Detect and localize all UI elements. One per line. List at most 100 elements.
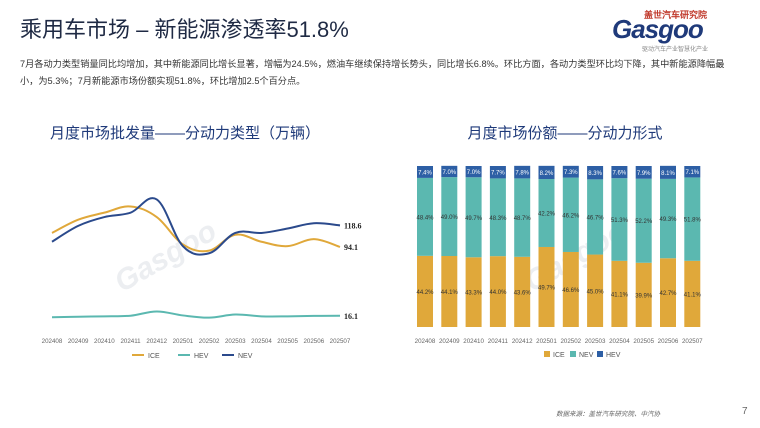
bar-segment-hev (514, 165, 531, 179)
right-chart-title: 月度市场份额——分动力形式 (467, 125, 663, 142)
data-label-ice: 49.7% (538, 285, 556, 291)
bar-segment-hev (635, 166, 652, 179)
summary-text: 7月各动力类型销量同比均增加，其中新能源同比增长显著，增幅为24.5%，燃油车继… (20, 59, 725, 86)
x-tick-label: 202504 (609, 338, 630, 345)
bar-segment-hev (562, 165, 579, 178)
data-label-nev: 49.3% (659, 217, 677, 223)
data-label-ice: 39.9% (635, 293, 653, 299)
bar-segment-nev (660, 178, 676, 259)
bar-segment-ice (611, 260, 628, 327)
bar-segment-hev (538, 165, 555, 180)
bar-segment-nev (441, 177, 458, 256)
bar-segment-ice (538, 246, 555, 327)
bar-segment-nev (514, 178, 531, 257)
data-label-nev: 51.8% (684, 218, 702, 224)
x-tick-label: 202505 (277, 338, 298, 345)
legend-swatch-ice (544, 351, 550, 357)
data-label-hev: 8.3% (588, 171, 602, 177)
x-tick-label: 202502 (560, 338, 581, 345)
bar-segment-ice (441, 255, 458, 327)
x-tick-label: 202507 (682, 338, 703, 345)
bar-segment-nev (538, 179, 555, 247)
bar-segment-nev (684, 177, 701, 261)
data-label-ice: 45.0% (587, 289, 605, 295)
bar-segment-ice (660, 258, 676, 327)
bar-segment-nev (587, 179, 604, 255)
data-label-nev: 46.7% (587, 215, 605, 221)
x-tick-label: 202502 (199, 338, 220, 345)
x-tick-label: 202503 (585, 338, 606, 345)
data-label-ice: 46.6% (562, 288, 580, 294)
end-label-ice: 94.1 (344, 243, 358, 252)
bar-segment-hev (489, 166, 506, 179)
data-label-nev: 52.2% (635, 219, 653, 225)
x-tick-label: 202412 (512, 338, 533, 345)
data-label-hev: 7.6% (613, 171, 627, 177)
x-tick-label: 202410 (463, 338, 484, 345)
bar-segment-hev (660, 165, 676, 179)
bar-segment-hev (417, 166, 433, 178)
data-label-nev: 49.0% (441, 215, 459, 221)
bar-segment-nev (611, 178, 628, 261)
bar-segment-nev (465, 177, 482, 258)
bar-segment-ice (489, 256, 506, 327)
left-chart-title: 月度市场批发量——分动力类型（万辆） (49, 125, 320, 142)
x-tick-label: 202504 (251, 338, 272, 345)
data-label-ice: 43.6% (514, 290, 532, 296)
data-label-nev: 51.3% (611, 218, 629, 224)
series-line-nev (51, 197, 341, 256)
end-label-nev: 118.6 (344, 221, 362, 230)
x-tick-label: 202411 (488, 338, 509, 345)
x-tick-label: 202408 (42, 338, 63, 345)
bar-segment-ice (684, 260, 701, 327)
end-label-hev: 16.1 (344, 312, 358, 321)
data-label-ice: 44.2% (416, 290, 434, 296)
x-tick-label: 202501 (536, 338, 557, 345)
legend-label-hev: HEV (194, 353, 209, 360)
logo-subtitle: 驱动汽车产业智慧化产业 (642, 47, 709, 53)
gasgoo-logo: 盖世汽车研究院 Gasgoo 驱动汽车产业智慧化产业 (612, 8, 742, 54)
bar-segment-hev (611, 166, 628, 179)
x-tick-label: 202505 (633, 338, 654, 345)
data-label-nev: 42.2% (538, 212, 556, 218)
data-label-nev: 48.3% (489, 216, 507, 222)
bar-segment-hev (441, 165, 458, 178)
data-label-nev: 48.7% (514, 216, 532, 222)
data-label-hev: 7.7% (491, 171, 505, 177)
data-label-ice: 44.1% (441, 290, 459, 296)
bar-segment-ice (635, 262, 652, 327)
data-source: 数据来源：盖世汽车研究院、中汽协 (556, 411, 660, 418)
data-label-hev: 7.0% (467, 170, 481, 176)
legend-label-hev: HEV (606, 352, 621, 359)
x-tick-label: 202409 (439, 338, 460, 345)
x-tick-label: 202506 (303, 338, 324, 345)
data-label-hev: 7.8% (515, 171, 529, 177)
data-label-ice: 41.1% (684, 292, 702, 298)
data-label-ice: 43.3% (465, 291, 483, 297)
series-line-ice (51, 205, 341, 253)
bar-segment-ice (562, 251, 579, 327)
data-label-hev: 8.1% (661, 171, 675, 177)
x-tick-label: 202503 (225, 338, 246, 345)
x-tick-label: 202506 (658, 338, 679, 345)
legend-label-ice: ICE (148, 353, 160, 360)
bar-segment-hev (684, 166, 701, 178)
data-label-nev: 46.2% (562, 213, 580, 219)
data-label-hev: 7.9% (637, 171, 651, 177)
legend-label-nev: NEV (238, 353, 253, 360)
page-title: 乘用车市场 – 新能源渗透率51.8% (20, 17, 349, 42)
x-tick-label: 202408 (415, 338, 436, 345)
x-tick-label: 202411 (120, 338, 141, 345)
legend-label-nev: NEV (579, 352, 594, 359)
logo-brand: 盖世汽车研究院 (644, 10, 708, 20)
data-label-ice: 44.0% (489, 290, 507, 296)
bar-segment-ice (465, 257, 482, 327)
logo-word: Gasgoo (612, 14, 704, 44)
bar-segment-nev (635, 178, 652, 263)
legend-swatch-hev (597, 351, 603, 357)
legend-label-ice: ICE (553, 352, 565, 359)
data-label-hev: 7.0% (442, 170, 456, 176)
bar-segment-hev (465, 166, 482, 178)
bar-segment-ice (587, 254, 604, 327)
